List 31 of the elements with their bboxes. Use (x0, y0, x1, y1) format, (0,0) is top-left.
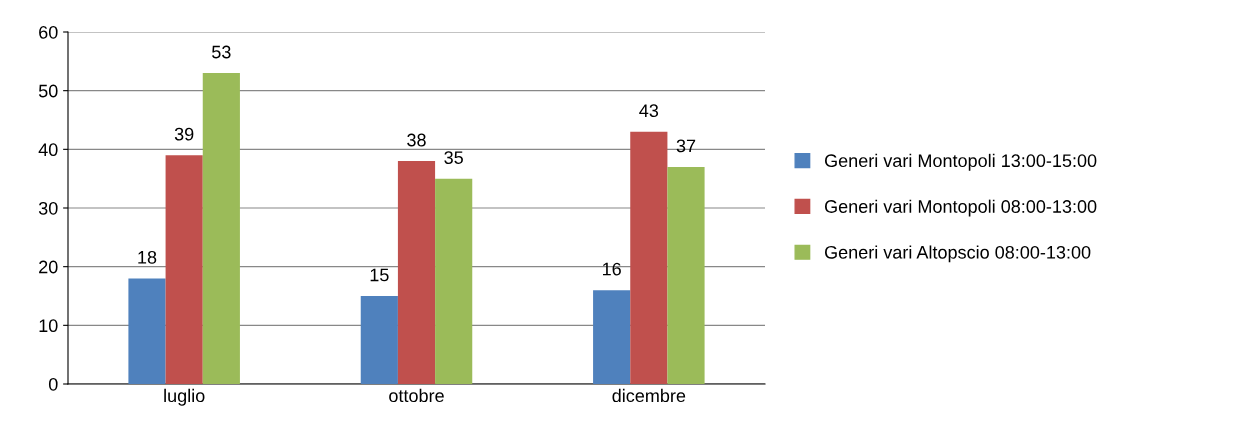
data-label: 35 (444, 151, 463, 164)
y-tick-label: 40 (38, 143, 58, 157)
y-tick-label: 10 (39, 319, 58, 333)
bar (128, 278, 166, 384)
y-tick-label: 60 (39, 25, 58, 39)
bar (593, 290, 631, 384)
bar (397, 161, 436, 384)
data-label: 43 (639, 104, 659, 118)
data-label: 53 (212, 45, 231, 59)
data-label: 38 (407, 133, 426, 147)
data-label: 16 (603, 262, 621, 276)
data-label: 39 (174, 127, 194, 141)
y-tick-label: 30 (38, 201, 58, 215)
bar (360, 296, 398, 384)
data-label: 37 (676, 139, 696, 153)
x-tick-label: ottobre (389, 388, 444, 403)
x-tick-label: dicembre (612, 388, 686, 403)
bar (435, 178, 473, 384)
bar (165, 155, 203, 384)
data-label: 18 (138, 250, 157, 264)
x-tick-label: luglio (164, 388, 205, 406)
y-tick-label: 0 (48, 377, 58, 391)
bar (667, 166, 705, 384)
legend-label: Generi vari Altopscio 08:00-13:00 (824, 245, 1091, 263)
data-label: 15 (370, 268, 389, 282)
legend-label: Generi vari Montopoli 13:00-15:00 (824, 153, 1097, 171)
y-tick-label: 50 (38, 84, 58, 98)
bar (202, 73, 240, 384)
legend-label: Generi vari Montopoli 08:00-13:00 (824, 199, 1097, 217)
bar (630, 131, 668, 384)
y-tick-label: 20 (39, 260, 58, 274)
